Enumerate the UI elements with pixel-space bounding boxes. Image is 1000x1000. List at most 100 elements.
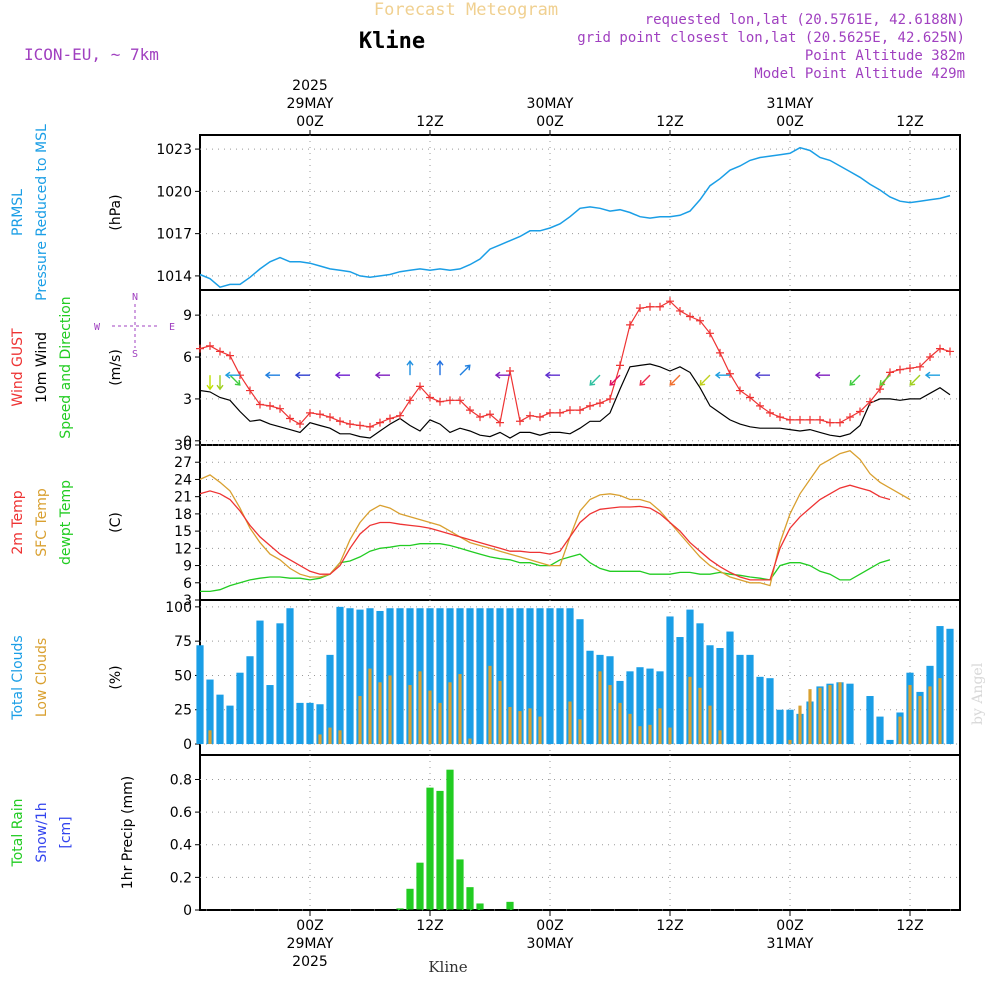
panel-label-clouds: Low Clouds <box>34 638 50 717</box>
wind-arrow-head <box>216 384 224 391</box>
gust-marker <box>466 406 474 415</box>
compass-e: E <box>169 322 175 333</box>
total-cloud-bar <box>406 608 414 745</box>
wind-arrow-head <box>699 379 706 386</box>
y-tick-label: 12 <box>174 541 192 557</box>
wind-arrow-head <box>436 360 444 366</box>
wind-arrow-head <box>849 379 856 386</box>
temp-2m-line <box>199 484 891 581</box>
wind-arrow <box>589 374 601 386</box>
gust-marker <box>426 393 434 402</box>
y-tick-label: 25 <box>174 703 192 719</box>
low-cloud-bar <box>818 687 822 745</box>
gust-marker <box>686 312 694 321</box>
wind-arrow <box>669 374 681 386</box>
y-tick-label: 0.8 <box>170 772 192 788</box>
gust-marker <box>616 361 624 370</box>
gust-marker <box>376 418 384 427</box>
gust-marker <box>766 408 774 417</box>
gust-marker <box>446 396 454 405</box>
y-tick-label: 27 <box>174 455 192 471</box>
wind-arrow-head <box>909 379 916 386</box>
compass-n: N <box>132 292 138 303</box>
gust-marker <box>476 413 484 422</box>
low-cloud-bar <box>808 689 812 745</box>
wind-arrow-head <box>206 384 214 391</box>
precip-bar <box>506 901 514 910</box>
gust-marker <box>356 421 364 430</box>
y-tick-label: 1020 <box>156 184 192 200</box>
total-cloud-bar <box>446 608 454 745</box>
low-cloud-bar <box>448 682 452 745</box>
y-tick-label: 0 <box>183 903 192 919</box>
panel-unit-pressure: (hPa) <box>108 194 124 230</box>
gust-marker <box>526 411 534 420</box>
low-cloud-bar <box>898 716 902 745</box>
low-cloud-bar <box>698 687 702 745</box>
low-cloud-bar <box>658 708 662 745</box>
panel-frame <box>199 134 961 291</box>
low-cloud-bar <box>438 702 442 745</box>
total-cloud-bar <box>266 685 274 745</box>
total-cloud-bar <box>436 608 444 745</box>
y-tick-label: 0 <box>183 737 192 753</box>
precip-bar <box>476 903 484 910</box>
total-cloud-bar <box>706 645 714 745</box>
low-cloud-bar <box>608 685 612 745</box>
time-label-bottom: 30MAY <box>527 936 574 952</box>
gust-marker <box>846 413 854 422</box>
panel-label-pressure: PRMSL <box>10 189 26 236</box>
gust-marker <box>486 410 494 419</box>
panel-frame <box>199 289 961 446</box>
gust-marker <box>726 369 734 378</box>
low-cloud-bar <box>458 674 462 745</box>
precip-bar <box>416 862 424 910</box>
time-label-bottom: 31MAY <box>767 936 814 952</box>
gust-marker <box>306 408 314 417</box>
panel-unit-wind: (m/s) <box>108 349 124 386</box>
y-tick-label: 15 <box>174 524 192 540</box>
wind-arrow-head <box>879 379 886 386</box>
total-cloud-bar <box>276 623 284 745</box>
gust-marker <box>926 353 934 362</box>
y-tick-label: 1017 <box>156 227 192 243</box>
y-tick-label: 3 <box>183 392 192 408</box>
total-cloud-bar <box>326 654 334 745</box>
gust-marker <box>636 304 644 313</box>
wind-arrow <box>849 374 861 386</box>
gust-marker <box>286 414 294 423</box>
low-cloud-bar <box>378 682 382 745</box>
precip-bar <box>456 859 464 910</box>
time-label-top: 2025 <box>292 78 328 94</box>
gust-marker <box>256 400 264 409</box>
panel-pressure: 1014 1017 1020 1023 PRMSL Pressure Reduced to… <box>10 124 961 301</box>
total-cloud-bar <box>586 650 594 745</box>
wind-arrow-head <box>224 371 231 379</box>
time-label-bottom: 12Z <box>896 918 923 934</box>
total-cloud-bar <box>626 671 634 745</box>
low-cloud-bar <box>368 668 372 745</box>
gust-marker <box>296 420 304 429</box>
gust-marker <box>586 401 594 410</box>
total-cloud-bar <box>286 608 294 745</box>
panel-precip: 0 0.2 0.4 0.6 0.8 Total Rain Snow/1h [cm] 1hr Pr… <box>10 754 961 919</box>
gust-marker <box>196 344 204 353</box>
gust-marker <box>906 364 914 373</box>
low-cloud-bar <box>578 719 582 745</box>
total-cloud-bar <box>766 678 774 745</box>
precip-bar <box>406 888 414 910</box>
low-cloud-bar <box>718 730 722 745</box>
gust-marker <box>776 413 784 422</box>
gust-marker <box>556 408 564 417</box>
gust-marker <box>876 385 884 394</box>
gust-marker <box>866 397 874 406</box>
gust-marker <box>886 368 894 377</box>
y-tick-label: 1014 <box>156 269 192 285</box>
low-cloud-bar <box>598 671 602 745</box>
low-cloud-bar <box>468 738 472 745</box>
panel-unit-temp: (C) <box>108 512 124 533</box>
gust-marker <box>826 418 834 427</box>
panel-label-precip: Snow/1h <box>34 802 50 862</box>
gust-marker <box>786 415 794 424</box>
gust-marker <box>936 344 944 353</box>
